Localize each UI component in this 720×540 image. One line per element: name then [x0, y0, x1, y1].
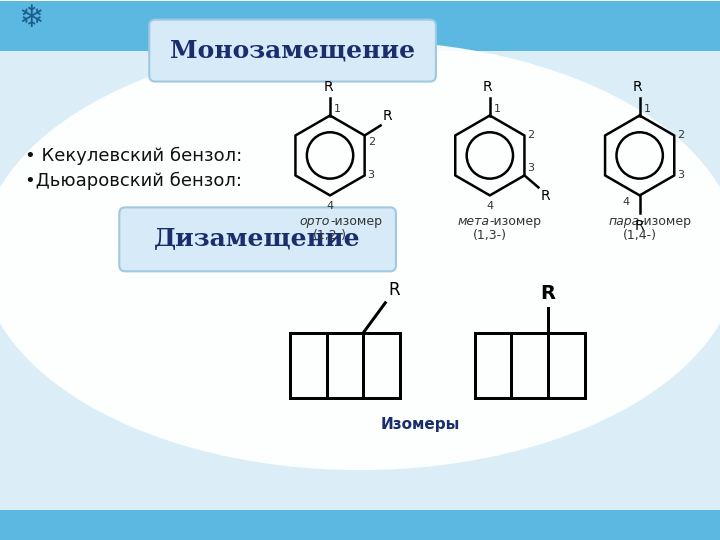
- Text: R: R: [382, 110, 392, 124]
- Text: -изомер: -изомер: [639, 215, 692, 228]
- Text: -изомер: -изомер: [490, 215, 542, 228]
- Text: Изомеры: Изомеры: [380, 417, 459, 432]
- FancyBboxPatch shape: [120, 207, 396, 271]
- Text: R: R: [541, 284, 556, 303]
- Text: •Дьюаровский бензол:: •Дьюаровский бензол:: [25, 171, 243, 190]
- Ellipse shape: [0, 40, 720, 470]
- Text: R: R: [483, 79, 492, 93]
- Bar: [1, 510, 719, 540]
- Text: R: R: [323, 79, 333, 93]
- Bar: [290, 333, 400, 397]
- Text: ❄: ❄: [19, 4, 44, 33]
- Text: 1: 1: [494, 104, 501, 113]
- Text: • Кекулевский бензол:: • Кекулевский бензол:: [25, 146, 243, 165]
- Text: 2: 2: [368, 138, 374, 147]
- Text: Монозамещение: Монозамещение: [170, 38, 415, 63]
- Text: 2: 2: [678, 131, 685, 140]
- Text: 4: 4: [623, 198, 630, 207]
- Text: 3: 3: [368, 171, 374, 180]
- Text: R: R: [388, 281, 400, 299]
- Bar: [475, 333, 585, 397]
- Text: (1,3-): (1,3-): [473, 230, 507, 242]
- Text: 3: 3: [678, 171, 684, 180]
- Text: 1: 1: [644, 104, 651, 113]
- Text: 1: 1: [334, 104, 341, 113]
- Text: R: R: [635, 219, 644, 233]
- Text: R: R: [541, 190, 550, 204]
- Text: 4: 4: [486, 201, 493, 211]
- Text: пара: пара: [608, 215, 639, 228]
- Bar: [1, 1, 719, 51]
- Text: орто: орто: [300, 215, 330, 228]
- Text: 4: 4: [326, 201, 333, 211]
- Text: R: R: [633, 79, 642, 93]
- Text: 2: 2: [528, 131, 534, 140]
- Text: мета: мета: [458, 215, 490, 228]
- Text: (1,4-): (1,4-): [623, 230, 657, 242]
- Text: (1,2-): (1,2-): [313, 230, 347, 242]
- Text: 3: 3: [528, 164, 534, 173]
- Text: -изомер: -изомер: [330, 215, 382, 228]
- FancyBboxPatch shape: [149, 19, 436, 82]
- Text: Дизамещение: Дизамещение: [154, 227, 361, 251]
